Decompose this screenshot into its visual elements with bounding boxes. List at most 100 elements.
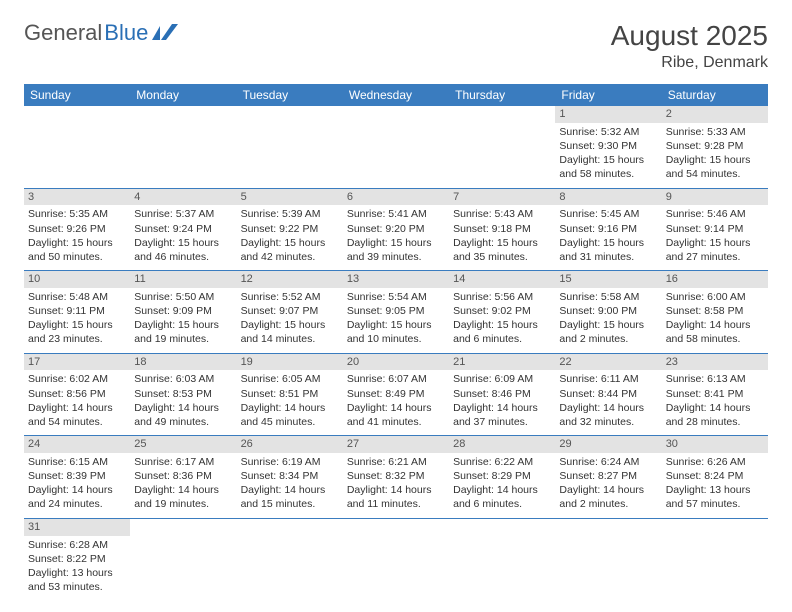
daylight-text: and 32 minutes.	[559, 415, 657, 429]
day-details: Sunrise: 6:02 AMSunset: 8:56 PMDaylight:…	[28, 372, 126, 429]
daylight-text: Daylight: 14 hours	[559, 401, 657, 415]
daylight-text: and 2 minutes.	[559, 497, 657, 511]
calendar-cell: 30Sunrise: 6:26 AMSunset: 8:24 PMDayligh…	[662, 436, 768, 519]
daylight-text: Daylight: 14 hours	[28, 483, 126, 497]
sunrise-text: Sunrise: 5:52 AM	[241, 290, 339, 304]
day-number: 12	[237, 271, 343, 288]
sunset-text: Sunset: 9:16 PM	[559, 222, 657, 236]
daylight-text: and 54 minutes.	[666, 167, 764, 181]
sunset-text: Sunset: 8:41 PM	[666, 387, 764, 401]
day-details: Sunrise: 5:48 AMSunset: 9:11 PMDaylight:…	[28, 290, 126, 347]
sunrise-text: Sunrise: 5:58 AM	[559, 290, 657, 304]
daylight-text: Daylight: 15 hours	[347, 318, 445, 332]
sunrise-text: Sunrise: 5:33 AM	[666, 125, 764, 139]
day-number: 15	[555, 271, 661, 288]
calendar-cell	[237, 518, 343, 600]
sunset-text: Sunset: 9:24 PM	[134, 222, 232, 236]
calendar-cell: 14Sunrise: 5:56 AMSunset: 9:02 PMDayligh…	[449, 271, 555, 354]
day-header: Sunday	[24, 84, 130, 106]
title-block: August 2025 Ribe, Denmark	[611, 20, 768, 72]
sunrise-text: Sunrise: 6:17 AM	[134, 455, 232, 469]
day-number: 17	[24, 354, 130, 371]
daylight-text: Daylight: 15 hours	[666, 153, 764, 167]
calendar-cell	[343, 106, 449, 188]
day-number: 23	[662, 354, 768, 371]
sunset-text: Sunset: 9:22 PM	[241, 222, 339, 236]
daylight-text: and 46 minutes.	[134, 250, 232, 264]
sunset-text: Sunset: 9:05 PM	[347, 304, 445, 318]
day-details: Sunrise: 6:03 AMSunset: 8:53 PMDaylight:…	[134, 372, 232, 429]
calendar-cell: 27Sunrise: 6:21 AMSunset: 8:32 PMDayligh…	[343, 436, 449, 519]
calendar-cell: 10 Sunrise: 5:48 AMSunset: 9:11 PMDayligh…	[24, 271, 130, 354]
calendar-table: SundayMondayTuesdayWednesdayThursdayFrid…	[24, 84, 768, 600]
daylight-text: Daylight: 14 hours	[666, 401, 764, 415]
day-number: 11	[130, 271, 236, 288]
day-details: Sunrise: 5:45 AMSunset: 9:16 PMDaylight:…	[559, 207, 657, 264]
day-number: 21	[449, 354, 555, 371]
daylight-text: and 19 minutes.	[134, 497, 232, 511]
day-number: 31	[24, 519, 130, 536]
sunset-text: Sunset: 9:07 PM	[241, 304, 339, 318]
sunset-text: Sunset: 8:46 PM	[453, 387, 551, 401]
day-number: 24	[24, 436, 130, 453]
day-number: 13	[343, 271, 449, 288]
daylight-text: and 27 minutes.	[666, 250, 764, 264]
daylight-text: and 31 minutes.	[559, 250, 657, 264]
daylight-text: and 14 minutes.	[241, 332, 339, 346]
day-details: Sunrise: 5:52 AMSunset: 9:07 PMDaylight:…	[241, 290, 339, 347]
day-number: 25	[130, 436, 236, 453]
day-header: Wednesday	[343, 84, 449, 106]
day-number: 10	[24, 271, 130, 288]
sunrise-text: Sunrise: 6:24 AM	[559, 455, 657, 469]
daylight-text: and 42 minutes.	[241, 250, 339, 264]
day-details: Sunrise: 5:32 AMSunset: 9:30 PMDaylight:…	[559, 125, 657, 182]
day-number: 3	[24, 189, 130, 206]
sunset-text: Sunset: 9:18 PM	[453, 222, 551, 236]
calendar-cell: 5Sunrise: 5:39 AMSunset: 9:22 PMDaylight…	[237, 188, 343, 271]
calendar-cell: 25Sunrise: 6:17 AMSunset: 8:36 PMDayligh…	[130, 436, 236, 519]
sunrise-text: Sunrise: 5:54 AM	[347, 290, 445, 304]
calendar-cell	[449, 106, 555, 188]
day-details: Sunrise: 6:15 AMSunset: 8:39 PMDaylight:…	[28, 455, 126, 512]
calendar-cell: 16Sunrise: 6:00 AMSunset: 8:58 PMDayligh…	[662, 271, 768, 354]
sunrise-text: Sunrise: 6:02 AM	[28, 372, 126, 386]
daylight-text: and 58 minutes.	[559, 167, 657, 181]
daylight-text: Daylight: 15 hours	[666, 236, 764, 250]
calendar-cell	[130, 518, 236, 600]
day-details: Sunrise: 6:21 AMSunset: 8:32 PMDaylight:…	[347, 455, 445, 512]
daylight-text: Daylight: 15 hours	[559, 236, 657, 250]
day-number: 29	[555, 436, 661, 453]
day-header: Monday	[130, 84, 236, 106]
sunset-text: Sunset: 9:14 PM	[666, 222, 764, 236]
daylight-text: Daylight: 14 hours	[28, 401, 126, 415]
sunrise-text: Sunrise: 5:56 AM	[453, 290, 551, 304]
day-details: Sunrise: 6:11 AMSunset: 8:44 PMDaylight:…	[559, 372, 657, 429]
day-details: Sunrise: 6:05 AMSunset: 8:51 PMDaylight:…	[241, 372, 339, 429]
daylight-text: Daylight: 15 hours	[559, 318, 657, 332]
daylight-text: and 6 minutes.	[453, 332, 551, 346]
calendar-header-row: SundayMondayTuesdayWednesdayThursdayFrid…	[24, 84, 768, 106]
day-details: Sunrise: 5:46 AMSunset: 9:14 PMDaylight:…	[666, 207, 764, 264]
daylight-text: and 49 minutes.	[134, 415, 232, 429]
calendar-cell: 4Sunrise: 5:37 AMSunset: 9:24 PMDaylight…	[130, 188, 236, 271]
daylight-text: and 28 minutes.	[666, 415, 764, 429]
sunset-text: Sunset: 8:56 PM	[28, 387, 126, 401]
daylight-text: Daylight: 14 hours	[666, 318, 764, 332]
day-header: Saturday	[662, 84, 768, 106]
calendar-cell: 28Sunrise: 6:22 AMSunset: 8:29 PMDayligh…	[449, 436, 555, 519]
calendar-cell	[237, 106, 343, 188]
day-number: 5	[237, 189, 343, 206]
daylight-text: Daylight: 15 hours	[559, 153, 657, 167]
daylight-text: and 19 minutes.	[134, 332, 232, 346]
sunrise-text: Sunrise: 6:11 AM	[559, 372, 657, 386]
calendar-cell: 24 Sunrise: 6:15 AMSunset: 8:39 PMDayligh…	[24, 436, 130, 519]
sunrise-text: Sunrise: 5:43 AM	[453, 207, 551, 221]
daylight-text: Daylight: 15 hours	[453, 318, 551, 332]
day-details: Sunrise: 5:43 AMSunset: 9:18 PMDaylight:…	[453, 207, 551, 264]
calendar-week-row: 1Sunrise: 5:32 AMSunset: 9:30 PMDaylight…	[24, 106, 768, 188]
day-header: Thursday	[449, 84, 555, 106]
calendar-cell	[343, 518, 449, 600]
daylight-text: Daylight: 13 hours	[666, 483, 764, 497]
daylight-text: and 41 minutes.	[347, 415, 445, 429]
daylight-text: Daylight: 14 hours	[453, 401, 551, 415]
